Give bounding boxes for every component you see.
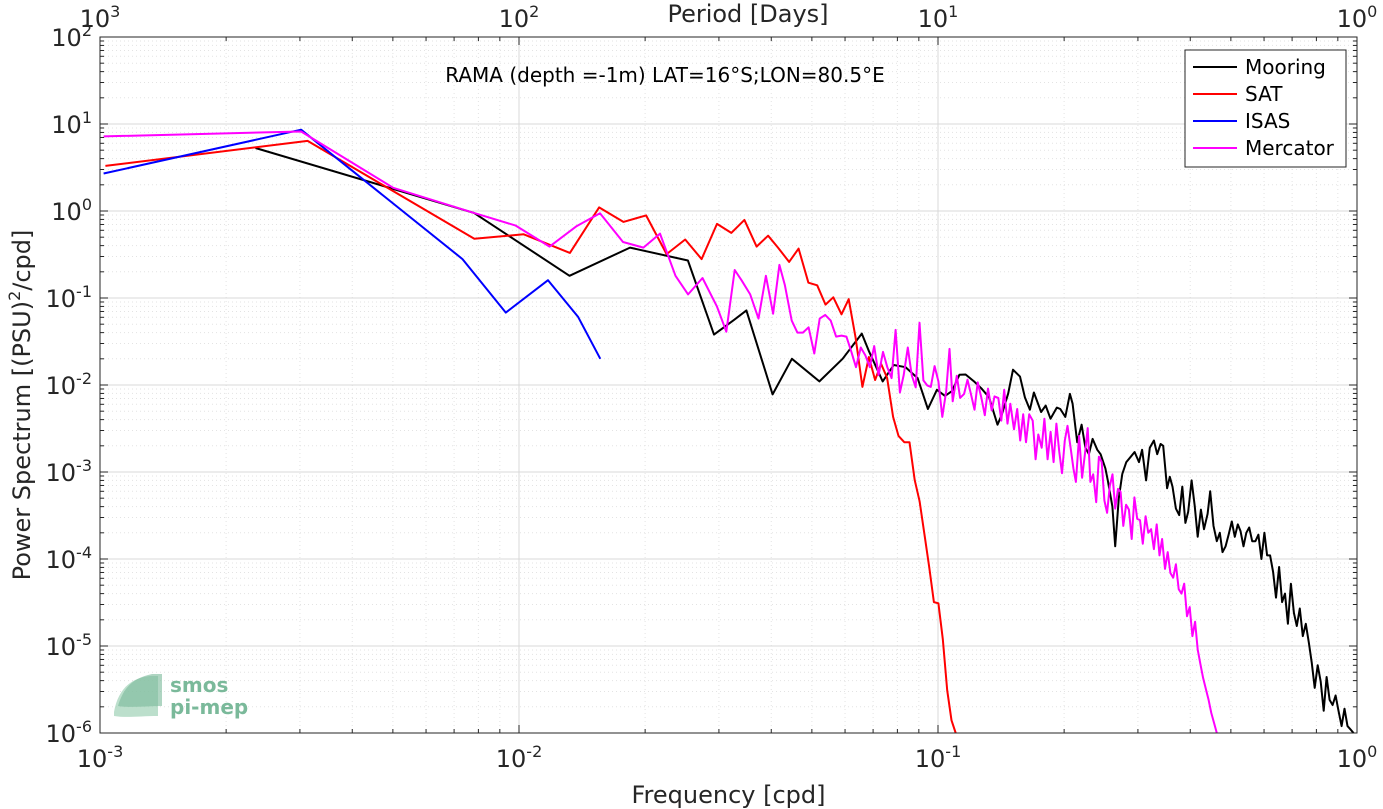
x-tick-label-base: 10 [915, 745, 946, 773]
logo-text-smos: smos [170, 673, 228, 697]
y-tick-label-base: 10 [46, 285, 77, 313]
top-tick-label-base: 10 [80, 5, 111, 33]
y-tick-label: 10-6 [46, 717, 93, 748]
top-axis-title: Period [Days] [667, 0, 828, 28]
y-tick-label-base: 10 [46, 546, 77, 574]
y-tick-label-base: 10 [46, 720, 77, 748]
y-tick-label-exp: 1 [82, 108, 92, 127]
y-axis-title-sup: 2 [5, 291, 24, 301]
top-tick-label-base: 10 [499, 5, 530, 33]
x-tick-label-base: 10 [77, 745, 108, 773]
x-tick-label-exp: -3 [107, 742, 123, 761]
y-tick-label-exp: -1 [76, 282, 92, 301]
y-tick-label-base: 10 [46, 372, 77, 400]
y-tick-label-base: 10 [51, 111, 82, 139]
y-tick-label: 100 [51, 195, 92, 226]
legend-label-isas: ISAS [1245, 109, 1290, 133]
top-tick-label: 101 [918, 2, 959, 33]
y-tick-label: 10-5 [46, 630, 93, 661]
series-line-mercator [103, 130, 1218, 734]
y-tick-label: 10-2 [46, 369, 93, 400]
y-tick-label-exp: -2 [76, 369, 92, 388]
x-tick-label-base: 10 [1337, 745, 1368, 773]
top-tick-label: 102 [499, 2, 540, 33]
top-tick-label: 103 [80, 2, 121, 33]
top-tick-label: 100 [1337, 2, 1378, 33]
y-axis-title-tail: /cpd] [8, 230, 36, 291]
top-tick-label-exp: 2 [529, 2, 539, 21]
smos-pimep-logo: smos pi-mep [114, 673, 248, 719]
top-tick-label-base: 10 [918, 5, 949, 33]
top-tick-label-exp: 1 [948, 2, 958, 21]
y-tick-label-exp: -3 [76, 456, 92, 475]
top-tick-label-exp: 3 [110, 2, 120, 21]
series-lines [103, 128, 1355, 734]
top-tick-label-exp: 0 [1367, 2, 1377, 21]
x-tick-label: 100 [1337, 742, 1378, 773]
x-tick-label: 10-1 [915, 742, 962, 773]
x-tick-label-exp: -1 [945, 742, 961, 761]
y-tick-label: 10-4 [46, 543, 93, 574]
x-tick-label-base: 10 [496, 745, 527, 773]
x-tick-label: 10-2 [496, 742, 543, 773]
top-tick-label-base: 10 [1337, 5, 1368, 33]
y-tick-label-exp: -5 [76, 630, 92, 649]
series-line-sat [105, 139, 957, 734]
y-tick-label-base: 10 [46, 633, 77, 661]
logo-text-pimep: pi-mep [170, 695, 248, 719]
series-line-isas [103, 128, 602, 360]
y-tick-label: 10-3 [46, 456, 93, 487]
x-axis-title: Frequency [cpd] [631, 781, 825, 809]
legend-label-mercator: Mercator [1245, 136, 1335, 160]
logo-wave-icon-2 [118, 674, 162, 707]
y-tick-label-exp: 0 [82, 195, 92, 214]
legend-label-sat: SAT [1245, 82, 1283, 106]
y-axis-title: Power Spectrum [(PSU)2/cpd] [5, 230, 36, 581]
y-tick-label: 10-1 [46, 282, 93, 313]
y-tick-label-base: 10 [51, 198, 82, 226]
chart-title: RAMA (depth =-1m) LAT=16°S;LON=80.5°E [445, 63, 884, 87]
y-tick-label-exp: 2 [82, 21, 92, 40]
y-tick-label-base: 10 [51, 24, 82, 52]
x-tick-label: 10-3 [77, 742, 124, 773]
legend: Mooring SAT ISAS Mercator [1184, 49, 1347, 168]
y-axis-title-main: Power Spectrum [(PSU) [8, 301, 36, 580]
y-tick-label: 102 [51, 21, 92, 52]
x-tick-label-exp: 0 [1367, 742, 1377, 761]
y-tick-label-exp: -6 [76, 717, 92, 736]
legend-label-mooring: Mooring [1245, 55, 1326, 79]
y-tick-label-exp: -4 [76, 543, 92, 562]
y-tick-label-base: 10 [46, 459, 77, 487]
x-tick-label-exp: -2 [526, 742, 542, 761]
y-tick-label: 101 [51, 108, 92, 139]
